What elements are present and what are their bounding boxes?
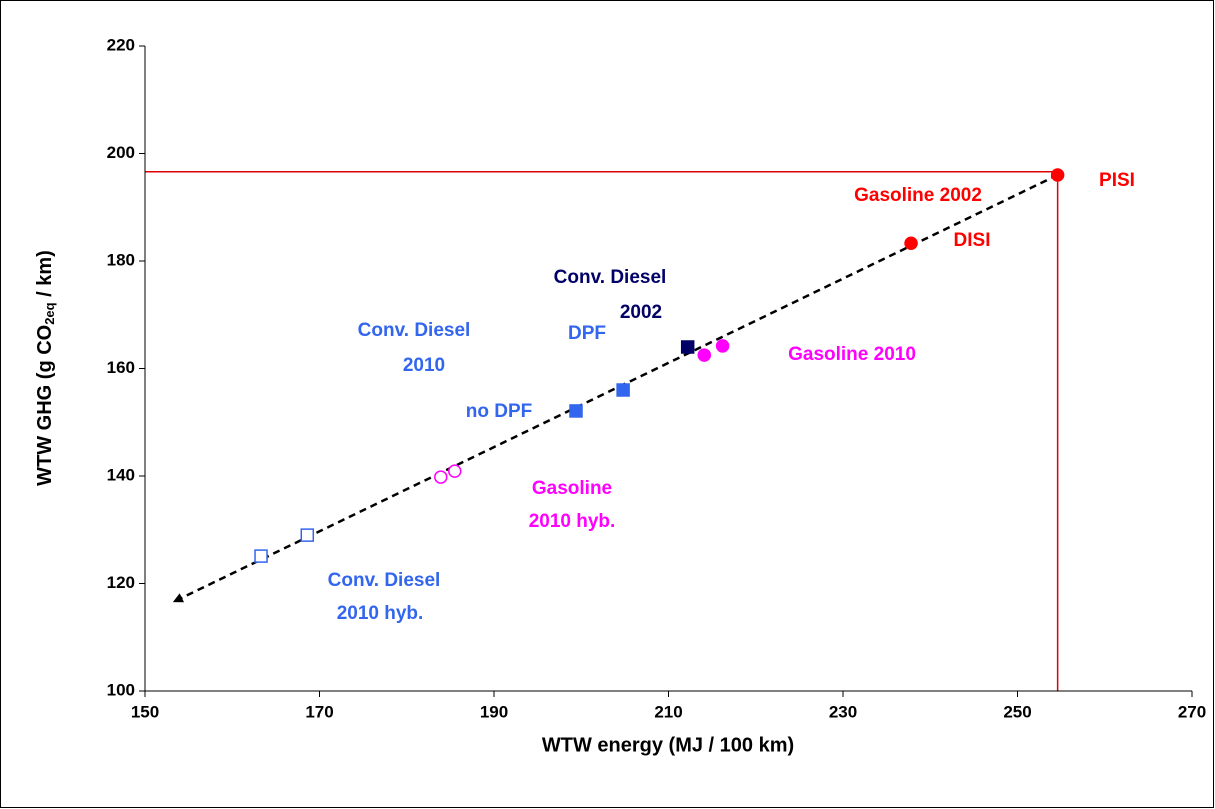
x-axis-label: WTW energy (MJ / 100 km) [542,734,794,756]
point [904,236,918,251]
y-tick-label: 100 [107,680,135,699]
point [434,470,448,484]
x-tick-label: 170 [305,702,333,721]
x-tick-label: 270 [1178,702,1206,721]
x-tick-label: 230 [829,702,857,721]
y-tick-label: 160 [107,358,135,377]
annotation: 2002 [620,302,662,323]
annotation: 2010 hyb. [529,511,616,532]
y-label-part: WTW GHG (g CO [34,325,56,486]
annotation: PISI [1099,170,1135,191]
annotation: Conv. Diesel [554,267,667,288]
annotation: 2010 [403,355,445,376]
point [1050,168,1065,182]
y-label-sub: 2eq [42,302,57,324]
x-tick-label: 210 [654,702,682,721]
y-axis-label: WTW GHG (g CO2eq / km) [34,250,57,486]
y-tick-label: 120 [107,573,135,592]
point [715,339,730,353]
y-tick-label: 200 [107,143,135,162]
y-tick-label: 140 [107,465,135,484]
trend-line [172,173,1059,603]
point [569,404,583,418]
annotation: Gasoline 2002 [854,185,982,206]
point [697,348,712,362]
annotation: no DPF [466,401,533,422]
point [680,340,695,354]
annotation: DPF [568,323,606,344]
x-tick-label: 250 [1003,702,1031,721]
point [447,464,462,478]
annotation: DISI [954,230,991,251]
x-tick-label: 190 [480,702,508,721]
x-tick-label: 150 [131,702,159,721]
point [254,549,268,563]
y-tick-label: 220 [107,35,135,54]
annotation: Gasoline [532,478,612,499]
annotation: Gasoline 2010 [788,344,916,365]
annotation: Conv. Diesel [358,320,471,341]
annotation: Conv. Diesel [328,570,441,591]
annotation: 2010 hyb. [337,603,424,624]
point [300,528,315,542]
point [616,383,630,397]
y-tick-label: 180 [107,250,135,269]
y-label-part: / km) [34,250,56,302]
